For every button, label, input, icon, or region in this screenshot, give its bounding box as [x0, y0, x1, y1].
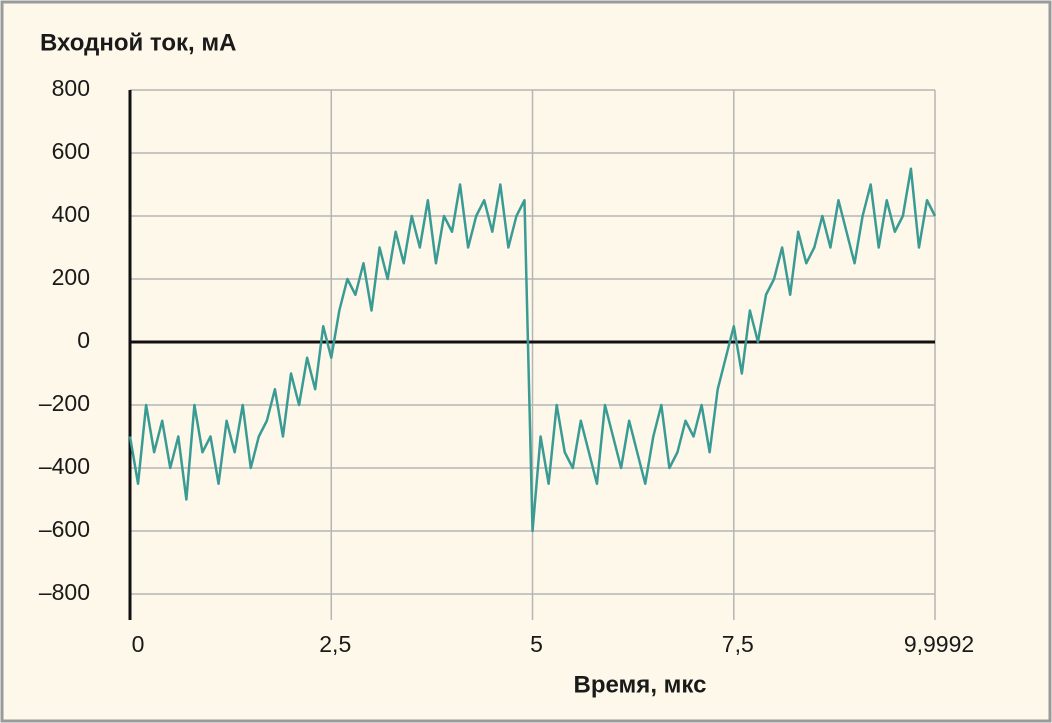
- y-tick-label: 400: [52, 201, 90, 227]
- y-tick-label: 0: [77, 327, 90, 353]
- y-axis-title: Входной ток, мА: [40, 29, 236, 56]
- plot: [128, 167, 937, 533]
- y-tick-label: 800: [52, 75, 90, 101]
- x-axis-title: Время, мкс: [574, 671, 707, 698]
- y-tick-label: –400: [39, 453, 90, 479]
- data-line: [128, 167, 937, 533]
- y-tick-label: 200: [52, 264, 90, 290]
- grid: [128, 89, 936, 620]
- x-tick-label: 9,9992: [904, 631, 974, 657]
- x-tick-label: 5: [530, 631, 543, 657]
- y-tick-label: –800: [39, 579, 90, 605]
- y-tick-label: –600: [39, 516, 90, 542]
- x-tick-label: 7,5: [722, 631, 754, 657]
- x-tick-label: 2,5: [319, 631, 351, 657]
- x-tick-label: 0: [132, 631, 145, 657]
- y-tick-label: 600: [52, 138, 90, 164]
- y-tick-label: –200: [39, 390, 90, 416]
